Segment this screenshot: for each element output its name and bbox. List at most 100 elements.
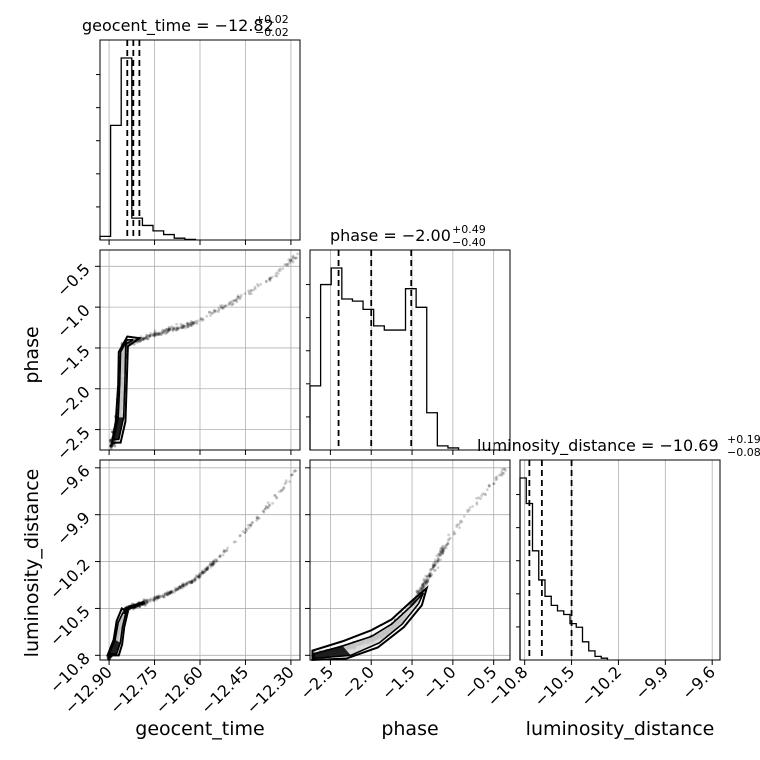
scatter-point xyxy=(179,325,183,329)
scatter-point xyxy=(428,571,432,575)
scatter-point xyxy=(202,571,206,574)
scatter-point xyxy=(146,600,150,603)
scatter-point xyxy=(142,600,146,604)
scatter-point xyxy=(184,583,188,587)
scatter-point xyxy=(181,584,185,588)
scatter-point xyxy=(424,578,428,581)
scatter-point xyxy=(136,603,140,607)
scatter-point xyxy=(193,576,197,580)
scatter-point xyxy=(217,308,221,312)
scatter-point xyxy=(138,602,141,606)
scatter-point xyxy=(212,562,216,565)
scatter-point xyxy=(166,591,170,595)
scatter-point xyxy=(110,444,114,448)
scatter-point xyxy=(168,591,172,595)
scatter-point xyxy=(422,577,426,581)
scatter-point xyxy=(436,558,440,561)
scatter-point xyxy=(152,599,156,602)
scatter-point xyxy=(134,605,138,609)
scatter-point xyxy=(441,552,445,555)
scatter-point xyxy=(132,604,136,608)
scatter-point xyxy=(131,607,135,611)
scatter-point xyxy=(232,299,236,303)
scatter-point xyxy=(137,602,141,606)
scatter-point xyxy=(501,471,505,475)
scatter-point xyxy=(431,566,435,570)
scatter-point xyxy=(475,503,479,506)
scatter-point xyxy=(440,545,444,549)
scatter-point xyxy=(236,295,240,299)
scatter-point xyxy=(291,255,295,259)
scatter-point xyxy=(433,563,436,567)
scatter-point xyxy=(173,586,177,590)
scatter-point xyxy=(135,604,139,607)
scatter-point xyxy=(132,605,136,609)
scatter-point xyxy=(149,333,153,337)
scatter-point xyxy=(500,473,504,477)
scatter-point xyxy=(252,288,255,292)
scatter-point xyxy=(144,336,148,340)
scatter-point xyxy=(218,304,222,308)
scatter-point xyxy=(492,482,495,486)
scatter-point xyxy=(134,603,138,607)
scatter-point xyxy=(247,526,251,530)
scatter-point xyxy=(178,585,182,589)
title-phase-main: phase = −2.00 xyxy=(330,226,451,245)
scatter-point xyxy=(424,580,428,584)
scatter-point xyxy=(130,605,134,608)
scatter-point xyxy=(162,331,166,335)
scatter-point xyxy=(142,602,145,606)
scatter-point xyxy=(182,324,186,328)
scatter-point xyxy=(259,282,263,286)
scatter-point xyxy=(153,333,157,337)
scatter-point xyxy=(168,327,172,331)
scatter-point xyxy=(291,254,295,258)
scatter-point xyxy=(423,580,427,584)
scatter-point xyxy=(179,585,183,589)
contour-level xyxy=(106,607,130,657)
scatter-point xyxy=(189,322,193,326)
scatter-point xyxy=(457,523,460,527)
scatter-point xyxy=(416,590,420,594)
scatter-point xyxy=(178,585,182,589)
scatter-point xyxy=(416,590,420,594)
scatter-point xyxy=(138,602,141,605)
scatter-point xyxy=(157,332,161,335)
scatter-point xyxy=(190,581,194,585)
ylabel-luminosity-distance: luminosity_distance xyxy=(21,469,43,658)
scatter-point xyxy=(185,581,189,584)
scatter-point xyxy=(428,574,432,578)
scatter-point xyxy=(467,508,471,512)
scatter-point xyxy=(188,323,192,327)
scatter-point xyxy=(458,521,462,525)
scatter-point xyxy=(167,329,171,333)
scatter-point xyxy=(157,595,161,599)
panels: −10.8−10.5−10.2 −9.9 −9.6−2.5−2.0−1.5−1.0−… xyxy=(46,39,721,718)
scatter-point xyxy=(251,521,254,525)
scatter-point xyxy=(290,473,294,476)
scatter-point xyxy=(149,331,152,335)
scatter-point xyxy=(145,599,148,603)
scatter-point xyxy=(179,322,183,326)
scatter-point xyxy=(142,337,146,341)
scatter-point xyxy=(276,272,280,275)
scatter-point xyxy=(156,596,160,600)
scatter-point xyxy=(139,603,143,607)
axes-frame xyxy=(519,459,721,661)
scatter-point xyxy=(189,581,193,585)
scatter-point xyxy=(167,326,171,329)
scatter-point xyxy=(246,523,250,527)
scatter-point xyxy=(194,573,198,577)
scatter-point xyxy=(235,297,239,301)
scatter-point xyxy=(127,605,131,608)
scatter-point xyxy=(192,321,196,325)
scatter-point xyxy=(203,568,207,572)
scatter-point xyxy=(130,602,134,606)
scatter-point xyxy=(165,593,169,597)
scatter-point xyxy=(165,328,169,331)
scatter-point xyxy=(144,336,147,340)
scatter-point xyxy=(186,325,190,329)
scatter-point xyxy=(190,324,194,327)
scatter-point xyxy=(124,606,128,610)
